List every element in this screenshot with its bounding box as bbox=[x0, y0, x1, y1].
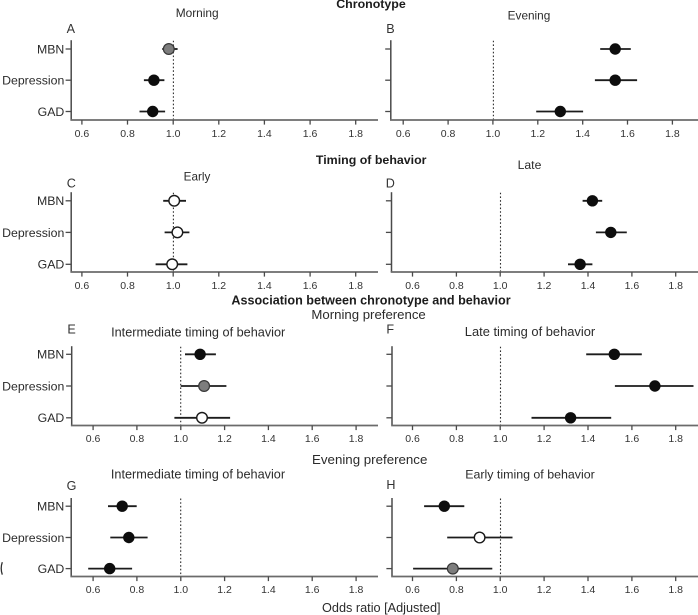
svg-text:0.6: 0.6 bbox=[405, 280, 420, 292]
svg-text:0.6: 0.6 bbox=[75, 280, 90, 292]
svg-text:0.8: 0.8 bbox=[449, 433, 464, 445]
svg-text:1.4: 1.4 bbox=[261, 433, 276, 445]
svg-text:E: E bbox=[67, 322, 75, 336]
svg-text:0.8: 0.8 bbox=[449, 280, 464, 292]
svg-text:1.6: 1.6 bbox=[303, 280, 318, 292]
svg-text:1.0: 1.0 bbox=[173, 584, 188, 596]
svg-text:GAD: GAD bbox=[38, 411, 65, 425]
svg-text:1.2: 1.2 bbox=[537, 433, 552, 445]
svg-text:1.8: 1.8 bbox=[349, 584, 364, 596]
svg-text:1.2: 1.2 bbox=[537, 584, 552, 596]
svg-text:0.8: 0.8 bbox=[441, 128, 456, 140]
svg-text:1.0: 1.0 bbox=[166, 128, 181, 140]
svg-text:Intermediate timing of behavio: Intermediate timing of behavior bbox=[111, 467, 286, 481]
svg-text:0.6: 0.6 bbox=[396, 128, 411, 140]
svg-text:Early timing of behavior: Early timing of behavior bbox=[465, 467, 594, 481]
svg-text:1.0: 1.0 bbox=[166, 280, 181, 292]
svg-text:B: B bbox=[386, 22, 394, 36]
svg-text:Late: Late bbox=[518, 158, 542, 172]
svg-text:1.2: 1.2 bbox=[211, 128, 226, 140]
svg-text:Morning preference: Morning preference bbox=[311, 307, 425, 322]
svg-text:0.6: 0.6 bbox=[86, 584, 101, 596]
svg-text:1.4: 1.4 bbox=[581, 584, 596, 596]
svg-text:MBN: MBN bbox=[37, 194, 64, 208]
svg-text:1.6: 1.6 bbox=[625, 433, 640, 445]
svg-text:Late timing of behavior: Late timing of behavior bbox=[465, 324, 596, 339]
svg-text:1.8: 1.8 bbox=[668, 584, 683, 596]
svg-text:1.6: 1.6 bbox=[305, 433, 320, 445]
svg-text:1.2: 1.2 bbox=[211, 280, 226, 292]
svg-text:0.6: 0.6 bbox=[86, 433, 101, 445]
svg-text:0.8: 0.8 bbox=[130, 584, 145, 596]
svg-text:0.8: 0.8 bbox=[120, 280, 135, 292]
svg-text:1.6: 1.6 bbox=[625, 584, 640, 596]
svg-text:1.4: 1.4 bbox=[257, 280, 272, 292]
svg-text:Depression: Depression bbox=[2, 226, 64, 240]
svg-text:H: H bbox=[386, 478, 395, 492]
svg-text:1.6: 1.6 bbox=[303, 128, 318, 140]
svg-text:1.4: 1.4 bbox=[581, 433, 596, 445]
svg-text:0.6: 0.6 bbox=[405, 433, 420, 445]
svg-text:0.6: 0.6 bbox=[405, 584, 420, 596]
svg-text:0.8: 0.8 bbox=[130, 433, 145, 445]
svg-text:C: C bbox=[67, 177, 76, 191]
svg-text:1.0: 1.0 bbox=[173, 433, 188, 445]
svg-text:MBN: MBN bbox=[37, 42, 64, 56]
svg-text:1.8: 1.8 bbox=[668, 433, 683, 445]
svg-text:Timing of behavior: Timing of behavior bbox=[316, 153, 427, 167]
svg-text:Chronotype: Chronotype bbox=[336, 0, 406, 11]
svg-text:1.6: 1.6 bbox=[620, 128, 635, 140]
svg-text:1.0: 1.0 bbox=[493, 584, 508, 596]
svg-text:0.6: 0.6 bbox=[75, 128, 90, 140]
svg-text:1.4: 1.4 bbox=[261, 584, 276, 596]
svg-text:Odds ratio [Adjusted]: Odds ratio [Adjusted] bbox=[322, 601, 440, 615]
svg-text:1.4: 1.4 bbox=[575, 128, 590, 140]
svg-text:1.2: 1.2 bbox=[530, 128, 545, 140]
svg-text:1.2: 1.2 bbox=[537, 280, 552, 292]
svg-text:A: A bbox=[67, 22, 76, 36]
svg-text:1.2: 1.2 bbox=[217, 584, 232, 596]
svg-text:1.0: 1.0 bbox=[493, 280, 508, 292]
svg-text:1.4: 1.4 bbox=[257, 128, 272, 140]
svg-text:GAD: GAD bbox=[38, 258, 65, 272]
svg-text:G: G bbox=[67, 479, 77, 493]
svg-text:Evening: Evening bbox=[508, 8, 551, 22]
svg-text:1.8: 1.8 bbox=[348, 280, 363, 292]
svg-text:1.6: 1.6 bbox=[625, 280, 640, 292]
svg-text:D: D bbox=[386, 177, 395, 191]
svg-text:Association between chronotype: Association between chronotype and behav… bbox=[231, 294, 510, 308]
svg-text:1.4: 1.4 bbox=[581, 280, 596, 292]
svg-text:1.0: 1.0 bbox=[493, 433, 508, 445]
svg-text:GAD: GAD bbox=[38, 562, 65, 576]
svg-text:GAD: GAD bbox=[38, 105, 65, 119]
svg-text:Morning: Morning bbox=[176, 6, 219, 20]
svg-text:F: F bbox=[386, 322, 394, 336]
svg-text:Depression: Depression bbox=[2, 531, 64, 545]
svg-text:1.0: 1.0 bbox=[486, 128, 501, 140]
svg-text:Depression: Depression bbox=[2, 379, 64, 393]
svg-text:MBN: MBN bbox=[37, 500, 64, 514]
svg-text:1.8: 1.8 bbox=[665, 128, 680, 140]
svg-text:1.8: 1.8 bbox=[668, 280, 683, 292]
svg-text:1.8: 1.8 bbox=[349, 433, 364, 445]
svg-text:1.8: 1.8 bbox=[348, 128, 363, 140]
svg-text:Early: Early bbox=[184, 170, 211, 183]
svg-text:1.2: 1.2 bbox=[217, 433, 232, 445]
svg-text:1.6: 1.6 bbox=[305, 584, 320, 596]
svg-text:Depression: Depression bbox=[2, 74, 64, 88]
svg-text:0.8: 0.8 bbox=[449, 584, 464, 596]
svg-text:Intermediate timing of behavio: Intermediate timing of behavior bbox=[111, 325, 286, 339]
svg-text:Evening preference: Evening preference bbox=[312, 452, 427, 467]
svg-text:0.8: 0.8 bbox=[120, 128, 135, 140]
svg-text:MBN: MBN bbox=[37, 348, 64, 362]
